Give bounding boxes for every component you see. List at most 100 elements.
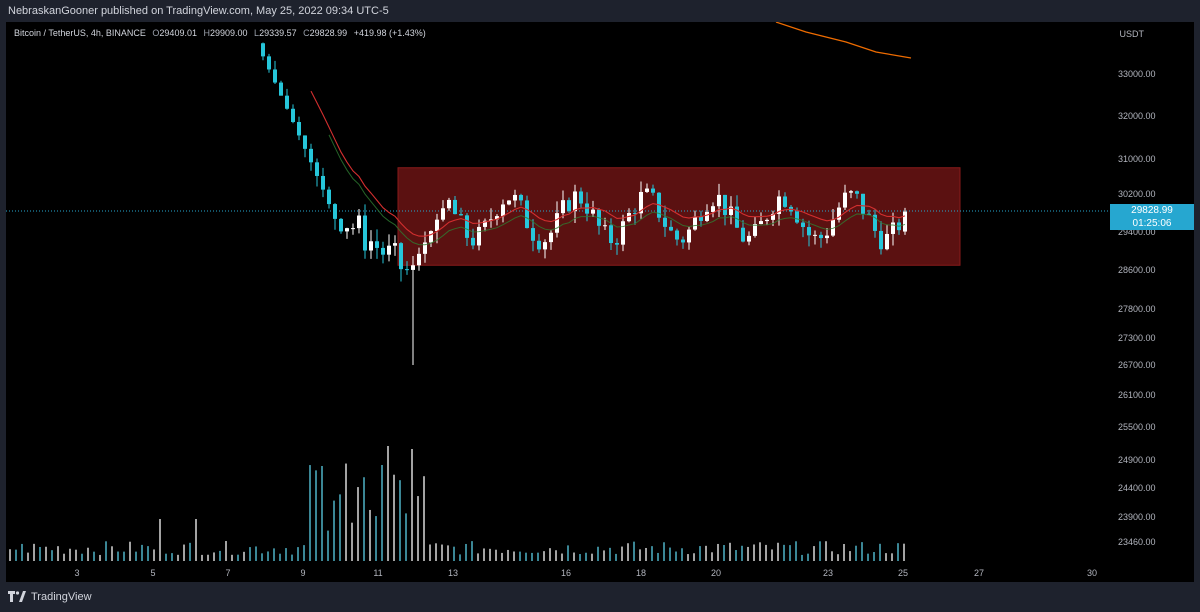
volume-bar: [705, 545, 707, 561]
price-axis[interactable]: USDT 33000.00 32000.00 31000.00 30200.00…: [1110, 22, 1194, 564]
volume-bar: [357, 487, 359, 561]
candle-body: [489, 219, 493, 221]
candle-body: [579, 191, 583, 204]
price-chart-pane[interactable]: Bitcoin / TetherUS, 4h, BINANCE O29409.0…: [6, 22, 1110, 564]
candle-body: [711, 206, 715, 212]
volume-bar: [891, 553, 893, 561]
volume-bar: [861, 542, 863, 561]
candle-body: [297, 122, 301, 136]
price-tick: 26700.00: [1118, 360, 1156, 370]
volume-bar: [45, 546, 47, 561]
publisher-line: NebraskanGooner published on TradingView…: [8, 5, 389, 17]
candle-body: [843, 192, 847, 208]
volume-bar: [867, 553, 869, 561]
volume-bar: [213, 552, 215, 561]
candle-body: [801, 222, 805, 228]
price-tick: 24400.00: [1118, 483, 1156, 493]
volume-bar: [831, 551, 833, 561]
volume-bar: [777, 542, 779, 561]
low-label: L: [254, 28, 260, 38]
candle-body: [417, 253, 421, 266]
candle-body: [807, 227, 811, 236]
candle-body: [717, 194, 721, 207]
volume-bar: [99, 554, 101, 561]
volume-bar: [765, 544, 767, 561]
volume-bar: [135, 551, 137, 561]
price-tick: 26100.00: [1118, 390, 1156, 400]
candlestick-chart[interactable]: [6, 22, 1110, 564]
time-axis[interactable]: 3 5 7 9 11 13 16 18 20 23 25 27 30: [6, 564, 1194, 582]
candle-body: [879, 230, 883, 250]
volume-bar: [699, 546, 701, 561]
volume-bar: [267, 551, 269, 561]
candle-body: [819, 234, 823, 239]
volume-bar: [819, 541, 821, 561]
candle-body: [537, 240, 541, 250]
tradingview-logo[interactable]: TradingView: [8, 591, 92, 603]
volume-bar: [195, 519, 197, 561]
volume-bar: [795, 541, 797, 561]
volume-bar: [423, 476, 425, 561]
candle-body: [273, 69, 277, 83]
volume-bar: [459, 554, 461, 561]
candle-body: [333, 204, 337, 219]
volume-bar: [105, 541, 107, 561]
volume-bar: [633, 541, 635, 561]
volume-bar: [843, 543, 845, 561]
candle-body: [525, 200, 529, 229]
volume-bar: [33, 543, 35, 561]
volume-bar: [399, 480, 401, 561]
volume-bar: [189, 542, 191, 561]
volume-bar: [465, 543, 467, 561]
volume-bar: [477, 553, 479, 561]
candle-body: [663, 217, 667, 227]
volume-bar: [873, 552, 875, 561]
candle-body: [591, 209, 595, 214]
candle-body: [423, 242, 427, 254]
candle-body: [435, 219, 439, 232]
volume-bar: [153, 549, 155, 561]
candle-body: [279, 82, 283, 96]
volume-bar: [159, 519, 161, 561]
volume-bar: [441, 544, 443, 561]
candle-body: [651, 188, 655, 193]
volume-bar: [207, 554, 209, 561]
volume-bar: [327, 530, 329, 561]
close-value: 29828.99: [309, 28, 348, 38]
ma-green-line: [328, 134, 906, 246]
candle-body: [375, 241, 379, 248]
volume-bar: [573, 552, 575, 561]
footer-bar: TradingView: [0, 584, 1200, 612]
volume-bar: [837, 554, 839, 561]
candle-body: [825, 235, 829, 239]
time-tick: 9: [300, 568, 306, 578]
volume-bar: [555, 550, 557, 561]
candle-body: [603, 225, 607, 227]
candle-body: [849, 191, 853, 193]
volume-bar: [543, 551, 545, 561]
volume-bar: [57, 546, 59, 561]
candle-body: [627, 212, 631, 222]
volume-bar: [561, 553, 563, 561]
volume-bar: [291, 554, 293, 561]
time-tick: 30: [1086, 568, 1098, 578]
volume-bar: [339, 494, 341, 561]
candle-body: [357, 215, 361, 229]
volume-bar: [741, 545, 743, 561]
price-tick: 31000.00: [1118, 154, 1156, 164]
volume-bar: [903, 543, 905, 561]
volume-bar: [789, 545, 791, 561]
candle-body: [687, 229, 691, 243]
price-tick: 27300.00: [1118, 333, 1156, 343]
candle-body: [495, 216, 499, 220]
candle-body: [567, 200, 571, 212]
volume-bar: [387, 446, 389, 561]
candle-body: [891, 222, 895, 234]
volume-bar: [585, 552, 587, 561]
time-tick: 27: [973, 568, 985, 578]
candle-body: [675, 230, 679, 240]
candle-body: [561, 200, 565, 214]
candle-body: [261, 43, 265, 57]
volume-bar: [417, 496, 419, 561]
volume-bar: [183, 544, 185, 561]
